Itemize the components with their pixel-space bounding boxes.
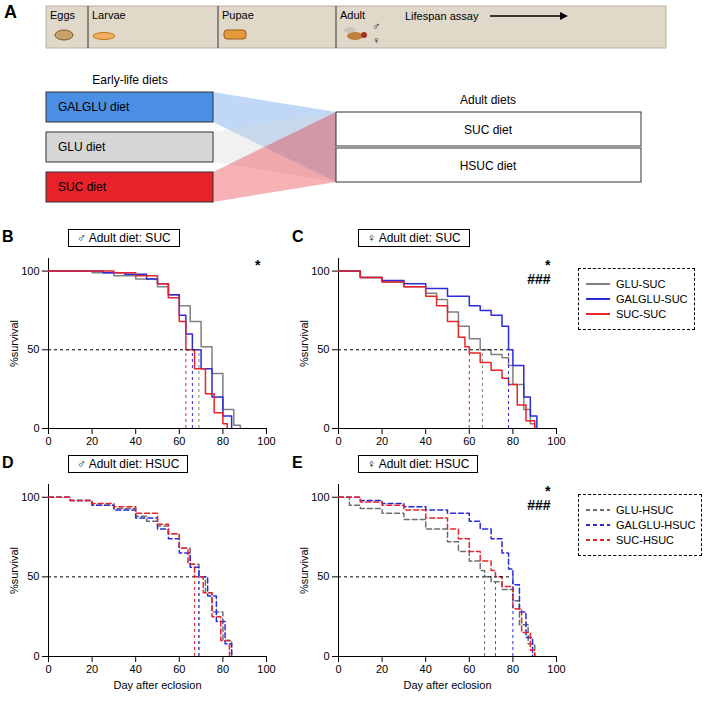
svg-text:60: 60 <box>463 435 475 447</box>
svg-text:20: 20 <box>376 435 388 447</box>
svg-text:Eggs: Eggs <box>50 9 76 21</box>
html-text:GLU-HSUC: GLU-HSUC <box>616 504 674 516</box>
svg-text:0: 0 <box>323 422 329 434</box>
svg-text:0: 0 <box>323 650 329 662</box>
svg-text:60: 60 <box>463 663 475 675</box>
svg-text:100: 100 <box>257 663 275 675</box>
svg-text:20: 20 <box>376 663 388 675</box>
html-text:♀ Adult diet: SUC: ♀ Adult diet: SUC <box>367 231 461 245</box>
svg-text:0: 0 <box>33 650 39 662</box>
svg-text:100: 100 <box>311 491 329 503</box>
svg-text:SUC diet: SUC diet <box>58 180 107 194</box>
html-text:♀ Adult diet: HSUC: ♀ Adult diet: HSUC <box>367 457 470 471</box>
svg-text:40: 40 <box>420 435 432 447</box>
svg-text:100: 100 <box>257 435 275 447</box>
html-text:GALGLU-SUC: GALGLU-SUC <box>616 293 688 305</box>
html-text:GALGLU-HSUC: GALGLU-HSUC <box>616 519 696 531</box>
svg-text:%survival: %survival <box>298 547 310 594</box>
svg-text:GALGLU diet: GALGLU diet <box>58 100 130 114</box>
svg-text:60: 60 <box>173 663 185 675</box>
svg-text:100: 100 <box>547 663 565 675</box>
svg-text:*###: *### <box>527 257 551 287</box>
svg-text:50: 50 <box>27 570 39 582</box>
svg-text:Adult: Adult <box>340 9 365 21</box>
svg-text:♂: ♂ <box>372 20 380 32</box>
svg-text:60: 60 <box>173 435 185 447</box>
svg-text:40: 40 <box>130 663 142 675</box>
html-text:E: E <box>292 454 303 471</box>
svg-text:0: 0 <box>45 663 51 675</box>
svg-text:0: 0 <box>33 422 39 434</box>
svg-text:0: 0 <box>335 435 341 447</box>
html-text:♂ Adult diet: HSUC: ♂ Adult diet: HSUC <box>77 457 180 471</box>
svg-text:Adult diets: Adult diets <box>460 93 516 107</box>
svg-text:50: 50 <box>27 343 39 355</box>
svg-text:40: 40 <box>420 663 432 675</box>
svg-text:0: 0 <box>45 435 51 447</box>
svg-text:♀: ♀ <box>372 34 380 46</box>
html-text:SUC-SUC: SUC-SUC <box>616 308 667 320</box>
svg-text:40: 40 <box>130 435 142 447</box>
html-text:B: B <box>2 228 14 245</box>
svg-text:100: 100 <box>21 265 39 277</box>
svg-text:20: 20 <box>86 435 98 447</box>
svg-text:%survival: %survival <box>8 320 20 367</box>
svg-text:Pupae: Pupae <box>222 9 254 21</box>
svg-text:Day after eclosion: Day after eclosion <box>403 679 491 691</box>
svg-text:HSUC diet: HSUC diet <box>460 159 517 173</box>
svg-text:%survival: %survival <box>298 320 310 367</box>
svg-text:100: 100 <box>21 491 39 503</box>
html-text:C: C <box>292 228 304 245</box>
html-text:GLU-SUC: GLU-SUC <box>616 278 666 290</box>
svg-text:A: A <box>4 2 17 22</box>
html-text:SUC-HSUC: SUC-HSUC <box>616 534 675 546</box>
svg-text:SUC diet: SUC diet <box>464 123 513 137</box>
svg-text:GLU diet: GLU diet <box>58 140 106 154</box>
svg-text:Larvae: Larvae <box>92 9 126 21</box>
svg-text:%survival: %survival <box>8 547 20 594</box>
svg-text:50: 50 <box>317 343 329 355</box>
svg-text:100: 100 <box>311 265 329 277</box>
svg-text:*: * <box>255 257 261 273</box>
svg-text:Early-life diets: Early-life diets <box>92 73 167 87</box>
svg-text:0: 0 <box>335 663 341 675</box>
svg-text:100: 100 <box>547 435 565 447</box>
svg-text:Day after eclosion: Day after eclosion <box>113 679 201 691</box>
html-text:♂ Adult diet: SUC: ♂ Adult diet: SUC <box>77 231 171 245</box>
svg-text:80: 80 <box>507 663 519 675</box>
html-text:D: D <box>2 454 14 471</box>
svg-text:50: 50 <box>317 570 329 582</box>
svg-text:*###: *### <box>527 483 551 513</box>
svg-text:80: 80 <box>507 435 519 447</box>
svg-text:20: 20 <box>86 663 98 675</box>
svg-text:80: 80 <box>217 435 229 447</box>
svg-text:Lifespan assay: Lifespan assay <box>405 10 479 22</box>
svg-text:80: 80 <box>217 663 229 675</box>
